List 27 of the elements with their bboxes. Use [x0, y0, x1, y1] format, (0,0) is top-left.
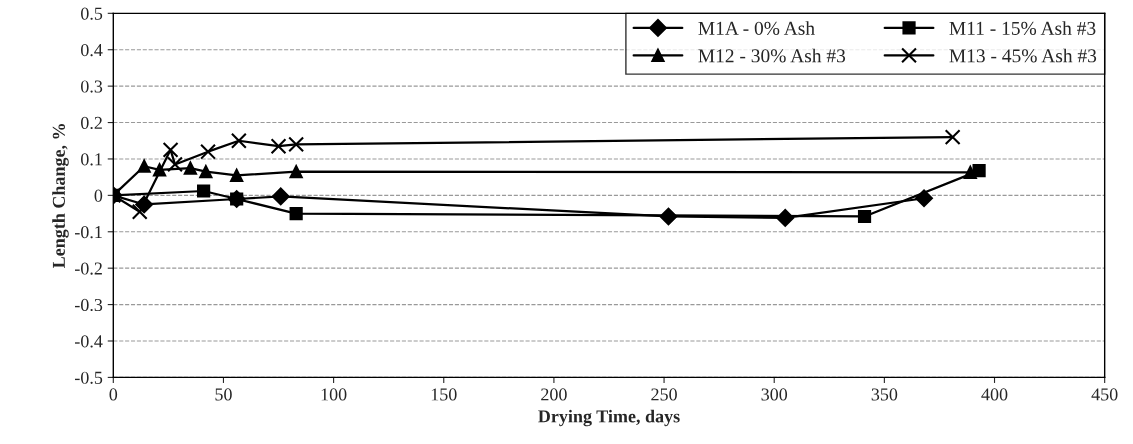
- y-axis-title: Length Change, %: [52, 124, 69, 269]
- y-tick-label: -0.2: [74, 262, 102, 275]
- y-tick-label: 0.1: [81, 153, 102, 166]
- x-tick-label: 100: [321, 388, 347, 401]
- y-tick-label: -0.4: [74, 335, 103, 348]
- y-tick-label: -0.5: [74, 371, 103, 384]
- y-tick-label: 0.5: [81, 7, 103, 20]
- x-tick-label: 250: [651, 388, 677, 401]
- x-tick-label: 50: [215, 388, 232, 401]
- y-tick-label: -0.1: [74, 226, 102, 239]
- legend-label: M13 - 45% Ash #3: [949, 48, 1097, 63]
- y-tick-label: 0.4: [81, 43, 103, 57]
- legend-label: M12 - 30% Ash #3: [698, 48, 846, 63]
- x-tick-label: 400: [981, 388, 1008, 401]
- x-tick-label: 200: [541, 388, 567, 401]
- x-tick-label: 300: [761, 388, 788, 401]
- y-tick-label: 0: [94, 189, 103, 202]
- y-tick-label: 0.2: [81, 116, 102, 130]
- y-tick-label: -0.3: [74, 298, 103, 312]
- x-axis-title: Drying Time, days: [538, 409, 680, 427]
- x-tick-label: 450: [1091, 388, 1118, 401]
- x-tick-label: 0: [109, 388, 118, 401]
- x-tick-label: 150: [431, 388, 457, 401]
- legend-label: M11 - 15% Ash #3: [949, 21, 1096, 35]
- legend-label: M1A - 0% Ash: [698, 21, 815, 35]
- y-tick-label: 0.3: [81, 80, 103, 93]
- x-tick-label: 350: [871, 388, 898, 401]
